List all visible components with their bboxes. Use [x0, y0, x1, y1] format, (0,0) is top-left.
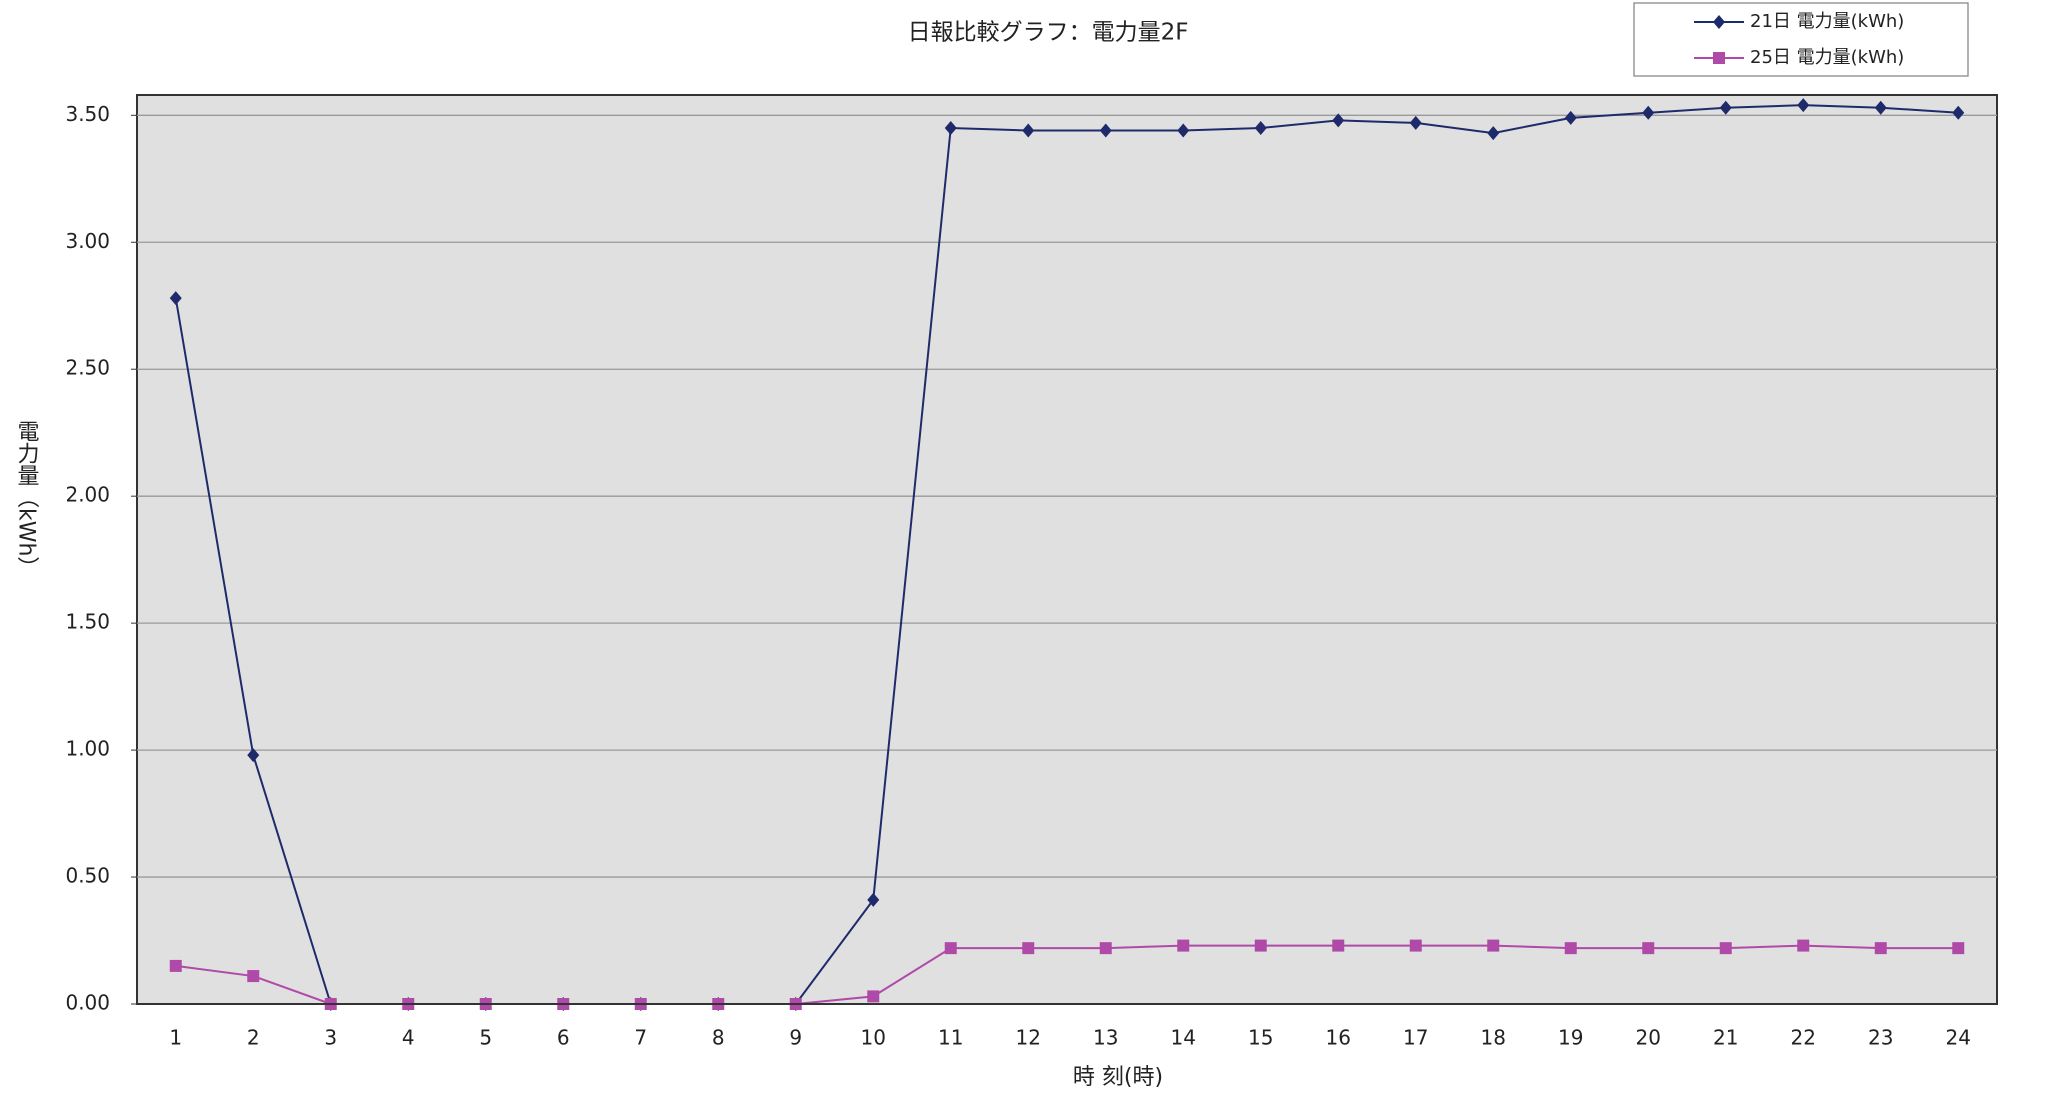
marker [1487, 126, 1500, 141]
x-axis-label: 時 刻(時) [1073, 1065, 1163, 1090]
x-tick-label: 7 [634, 1026, 647, 1050]
marker [867, 892, 880, 907]
legend-label: 25日 電力量(kWh) [1750, 47, 1904, 68]
marker [1022, 942, 1035, 955]
y-axis-label: 電力量（kWh） [14, 420, 40, 578]
x-tick-label: 22 [1791, 1026, 1816, 1050]
marker [1099, 123, 1112, 138]
marker [1332, 113, 1345, 128]
x-tick-label: 14 [1171, 1026, 1196, 1050]
x-tick-label: 10 [861, 1026, 886, 1050]
legend-box [1633, 2, 1969, 77]
x-tick-label: 3 [324, 1026, 337, 1050]
x-tick-label: 20 [1636, 1026, 1661, 1050]
marker [1177, 123, 1190, 138]
marker [1797, 98, 1810, 113]
marker [1487, 939, 1500, 952]
marker [944, 942, 957, 955]
marker [1797, 939, 1810, 952]
marker [1642, 942, 1655, 955]
marker [1564, 110, 1577, 125]
x-tick-label: 24 [1946, 1026, 1971, 1050]
marker [1332, 939, 1345, 952]
x-tick-label: 18 [1481, 1026, 1506, 1050]
x-tick-label: 11 [938, 1026, 963, 1050]
x-tick-label: 4 [402, 1026, 415, 1050]
marker [1254, 121, 1267, 136]
y-tick-label: 1.50 [65, 610, 110, 634]
marker [1022, 123, 1035, 138]
x-tick-label: 5 [479, 1026, 492, 1050]
marker [1642, 105, 1655, 120]
legend-marker [1713, 15, 1725, 29]
marker [1952, 105, 1965, 120]
marker [1952, 942, 1965, 955]
x-tick-label: 8 [712, 1026, 725, 1050]
x-tick-label: 12 [1016, 1026, 1041, 1050]
marker [1254, 939, 1267, 952]
plot-area [136, 94, 1998, 1005]
y-tick-label: 0.00 [65, 991, 110, 1015]
x-tick-label: 16 [1326, 1026, 1351, 1050]
marker [1099, 942, 1112, 955]
x-tick-label: 17 [1403, 1026, 1428, 1050]
y-tick-label: 0.50 [65, 864, 110, 888]
y-tick-label: 3.50 [65, 102, 110, 126]
marker [1719, 942, 1732, 955]
marker [1719, 100, 1732, 115]
marker [1409, 115, 1422, 130]
marker [169, 291, 182, 306]
marker [944, 121, 957, 136]
x-tick-label: 13 [1093, 1026, 1118, 1050]
x-tick-label: 19 [1558, 1026, 1583, 1050]
legend-marker [1713, 52, 1725, 64]
y-tick-label: 3.00 [65, 229, 110, 253]
y-tick-label: 1.00 [65, 737, 110, 761]
marker [1177, 939, 1190, 952]
x-tick-label: 15 [1248, 1026, 1273, 1050]
marker [1874, 100, 1887, 115]
y-tick-label: 2.50 [65, 356, 110, 380]
x-tick-label: 23 [1868, 1026, 1893, 1050]
marker [1874, 942, 1887, 955]
legend-label: 21日 電力量(kWh) [1750, 11, 1904, 32]
x-tick-label: 6 [557, 1026, 570, 1050]
marker [247, 970, 260, 983]
x-tick-label: 21 [1713, 1026, 1738, 1050]
y-tick-label: 2.00 [65, 483, 110, 507]
marker [1564, 942, 1577, 955]
marker [867, 990, 880, 1003]
marker [247, 748, 260, 763]
chart-title: 日報比較グラフ：電力量2F [908, 20, 1189, 46]
x-tick-label: 1 [169, 1026, 182, 1050]
marker [1409, 939, 1422, 952]
x-tick-label: 2 [247, 1026, 260, 1050]
x-tick-label: 9 [789, 1026, 802, 1050]
marker [169, 959, 182, 972]
